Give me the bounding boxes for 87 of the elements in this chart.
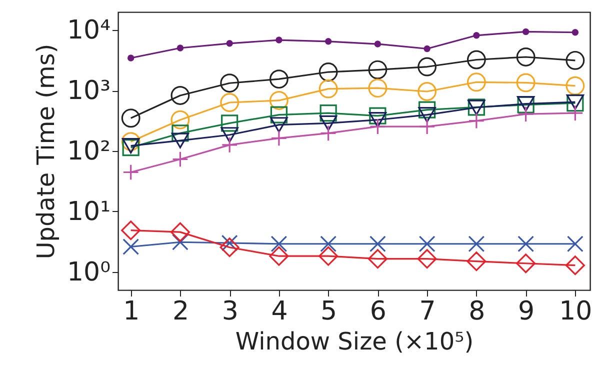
point	[418, 107, 436, 123]
x-tick-label: 7	[419, 296, 436, 326]
point	[468, 112, 485, 130]
point	[318, 62, 338, 82]
point	[418, 82, 437, 101]
x-tick-label: 6	[370, 296, 386, 326]
point	[320, 104, 337, 122]
point	[566, 236, 584, 252]
y-tick-label: 10¹	[66, 196, 110, 227]
x-tick-label: 1	[123, 296, 140, 326]
point	[466, 50, 486, 70]
point	[418, 118, 436, 135]
point	[122, 238, 140, 255]
point	[565, 256, 585, 276]
x-tick-label: 5	[320, 296, 338, 326]
point	[226, 40, 233, 47]
point	[122, 164, 140, 180]
point	[368, 60, 388, 80]
point	[466, 72, 486, 92]
x-axis-title: Window Size (×10⁵)	[235, 328, 474, 356]
point	[276, 36, 282, 44]
point	[127, 54, 134, 62]
point	[320, 236, 337, 252]
point	[270, 117, 288, 133]
point	[572, 29, 579, 36]
point	[220, 238, 240, 258]
point	[221, 136, 238, 154]
point	[516, 254, 536, 274]
point	[468, 236, 485, 252]
point	[466, 252, 486, 272]
point	[516, 48, 536, 66]
point	[319, 115, 338, 131]
point	[220, 127, 238, 143]
x-tick-label: 10	[559, 296, 592, 326]
point	[121, 108, 140, 128]
point	[368, 112, 387, 128]
y-tick-label: 10⁴	[66, 16, 110, 46]
point	[522, 28, 530, 36]
point	[566, 76, 585, 96]
point	[172, 124, 189, 142]
point	[220, 93, 240, 112]
point	[418, 57, 437, 76]
point	[566, 104, 584, 122]
point	[368, 249, 388, 269]
point	[518, 236, 534, 252]
point	[170, 110, 190, 130]
point	[171, 132, 190, 148]
point	[221, 114, 238, 132]
point	[270, 106, 288, 124]
point	[324, 38, 332, 45]
point	[369, 236, 386, 252]
point	[172, 234, 188, 250]
point	[270, 236, 288, 252]
point	[368, 78, 388, 98]
point	[176, 44, 184, 52]
point	[269, 246, 289, 266]
point	[170, 86, 190, 105]
y-tick-label: 10²	[66, 136, 110, 166]
point	[424, 45, 430, 52]
point	[318, 246, 338, 266]
point	[518, 106, 534, 122]
point	[121, 220, 141, 240]
x-tick-label: 2	[172, 296, 189, 326]
x-tick-label: 9	[518, 296, 535, 326]
point	[374, 40, 382, 48]
point	[269, 70, 288, 89]
point	[566, 50, 585, 70]
point	[516, 73, 536, 92]
point	[320, 124, 337, 142]
y-tick-label: 10³	[66, 76, 110, 106]
point	[220, 74, 240, 93]
point	[318, 79, 338, 98]
y-axis-title: Update Time (ms)	[32, 44, 60, 260]
point	[418, 101, 436, 118]
point	[121, 132, 140, 152]
x-tick-label: 3	[222, 296, 238, 326]
point	[369, 118, 386, 135]
point	[269, 91, 288, 110]
point	[417, 249, 437, 269]
point	[473, 32, 480, 39]
point	[170, 222, 190, 242]
y-tick-label: 10⁰	[66, 257, 110, 288]
x-tick-label: 4	[271, 296, 288, 326]
point	[369, 107, 386, 124]
point	[172, 151, 188, 168]
x-tick-label: 8	[468, 296, 486, 326]
point	[270, 130, 288, 146]
